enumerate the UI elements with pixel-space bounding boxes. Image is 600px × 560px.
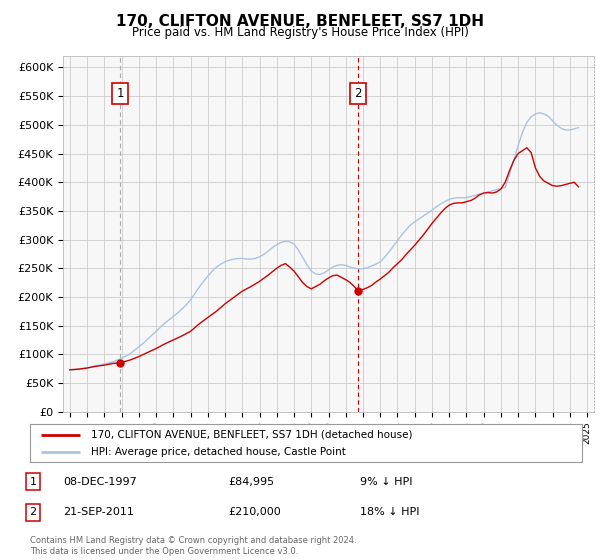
Text: Price paid vs. HM Land Registry's House Price Index (HPI): Price paid vs. HM Land Registry's House … [131,26,469,39]
Text: Contains HM Land Registry data © Crown copyright and database right 2024.
This d: Contains HM Land Registry data © Crown c… [30,536,356,556]
Text: 1: 1 [29,477,37,487]
Text: 2: 2 [29,507,37,517]
Text: 2: 2 [355,87,362,100]
Text: 18% ↓ HPI: 18% ↓ HPI [360,507,419,517]
Text: £84,995: £84,995 [228,477,274,487]
Text: 170, CLIFTON AVENUE, BENFLEET, SS7 1DH (detached house): 170, CLIFTON AVENUE, BENFLEET, SS7 1DH (… [91,430,412,440]
Text: 21-SEP-2011: 21-SEP-2011 [63,507,134,517]
Text: 1: 1 [116,87,124,100]
Text: HPI: Average price, detached house, Castle Point: HPI: Average price, detached house, Cast… [91,447,346,458]
Text: 08-DEC-1997: 08-DEC-1997 [63,477,137,487]
Text: £210,000: £210,000 [228,507,281,517]
Text: 170, CLIFTON AVENUE, BENFLEET, SS7 1DH: 170, CLIFTON AVENUE, BENFLEET, SS7 1DH [116,14,484,29]
Text: 9% ↓ HPI: 9% ↓ HPI [360,477,413,487]
